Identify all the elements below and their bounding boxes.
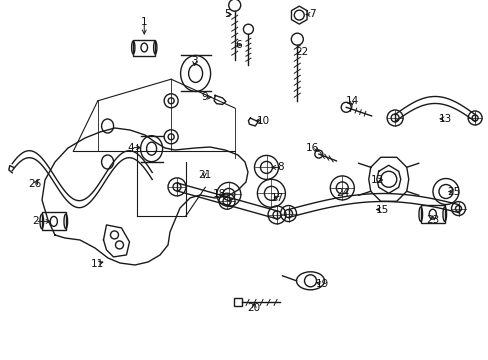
Text: 18: 18 xyxy=(212,189,225,199)
Text: 14: 14 xyxy=(345,96,358,106)
Bar xyxy=(133,40,155,55)
Text: 3: 3 xyxy=(191,56,198,66)
Text: 12: 12 xyxy=(370,175,384,185)
Text: 7: 7 xyxy=(308,9,315,19)
Text: 19: 19 xyxy=(315,279,329,289)
Text: 6: 6 xyxy=(235,40,242,50)
Text: 9: 9 xyxy=(201,92,207,102)
Text: 10: 10 xyxy=(256,116,269,126)
Bar xyxy=(234,298,242,306)
Text: 21: 21 xyxy=(197,170,211,180)
Text: 2: 2 xyxy=(32,216,39,226)
Text: 17: 17 xyxy=(270,193,284,203)
Text: 26: 26 xyxy=(28,179,42,189)
Text: 5: 5 xyxy=(224,9,230,19)
Text: 11: 11 xyxy=(91,258,104,269)
Text: 16: 16 xyxy=(305,143,318,153)
Bar xyxy=(41,212,66,230)
Text: 22: 22 xyxy=(295,47,308,57)
Text: 8: 8 xyxy=(276,162,283,172)
Text: 1: 1 xyxy=(141,17,147,27)
Text: 15: 15 xyxy=(375,204,388,215)
Text: 23: 23 xyxy=(425,215,439,225)
Text: 13: 13 xyxy=(437,114,451,124)
Text: 25: 25 xyxy=(446,186,460,197)
Text: 20: 20 xyxy=(247,303,260,313)
Text: 24: 24 xyxy=(336,188,349,198)
Text: 4: 4 xyxy=(127,143,134,153)
Bar xyxy=(420,205,444,223)
